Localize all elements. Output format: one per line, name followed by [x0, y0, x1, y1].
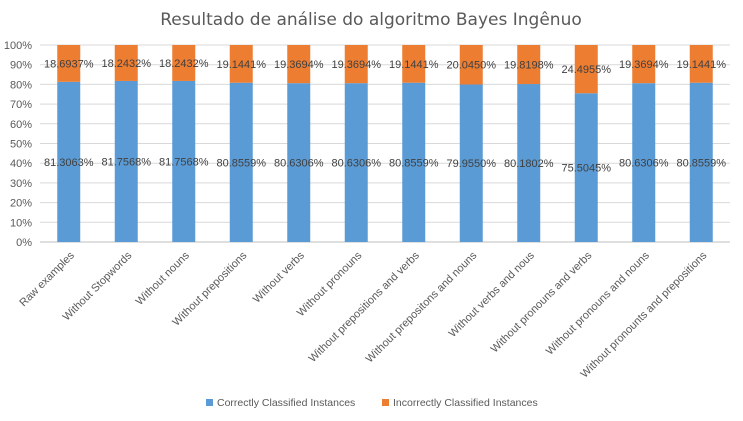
bar-incorrect [344, 45, 368, 84]
bar-correct [517, 84, 541, 242]
bar-incorrect [517, 45, 541, 85]
legend-swatch [382, 399, 389, 406]
data-label: 75.5045% [561, 163, 611, 175]
data-label: 19.8198% [504, 60, 554, 72]
y-tick-label: 0% [16, 237, 32, 249]
bar-correct [114, 80, 138, 242]
y-tick-label: 30% [10, 178, 32, 190]
bar-incorrect [402, 45, 426, 83]
bar-incorrect [632, 45, 656, 84]
legend-label: Incorrectly Classified Instances [393, 397, 538, 409]
category-label: Without prepositions and verbs [307, 249, 423, 365]
data-label: 20.0450% [446, 60, 496, 72]
data-label: 19.1441% [676, 59, 726, 71]
data-label: 80.8559% [216, 157, 266, 169]
bar-correct [402, 82, 426, 243]
chart-title: Resultado de análise do algoritmo Bayes … [160, 10, 582, 30]
legend-swatch [206, 399, 213, 406]
bar-incorrect [459, 45, 483, 85]
bar-incorrect [57, 45, 81, 82]
data-label: 18.6937% [44, 58, 94, 70]
bar-incorrect [229, 45, 253, 83]
data-label: 19.3694% [331, 59, 381, 71]
bar-correct [574, 93, 598, 242]
data-label: 80.8559% [389, 157, 439, 169]
y-tick-label: 20% [10, 198, 32, 210]
y-tick-label: 90% [10, 60, 32, 72]
y-axis: 0% 10% 20% 30% 40% 50% 60% 70% 80% 90% 100% [4, 40, 32, 249]
data-label: 19.1441% [216, 59, 266, 71]
bar-correct [689, 82, 713, 243]
category-label: Without verbs [251, 249, 307, 305]
gridlines [40, 44, 730, 243]
data-label: 81.7568% [159, 156, 209, 168]
data-label: 79.9550% [446, 158, 496, 170]
data-label: 19.3694% [274, 59, 324, 71]
data-label: 80.8559% [676, 157, 726, 169]
bar-incorrect [689, 45, 713, 83]
data-label: 80.1802% [504, 158, 554, 170]
bar-correct [229, 82, 253, 243]
legend-label: Correctly Classified Instances [217, 397, 355, 409]
bars [57, 45, 713, 243]
bar-correct [344, 83, 368, 242]
y-tick-label: 80% [10, 79, 32, 91]
category-label: Without prepositons and nouns [364, 249, 480, 365]
y-tick-label: 60% [10, 119, 32, 131]
bar-incorrect [574, 45, 598, 94]
data-label: 18.2432% [159, 58, 209, 70]
bar-correct [172, 80, 196, 242]
y-tick-label: 50% [10, 139, 32, 151]
bar-correct [632, 83, 656, 242]
category-label: Without nouns [134, 249, 193, 308]
category-label: Raw examples [17, 249, 77, 309]
data-label: 80.6306% [274, 158, 324, 170]
y-tick-label: 100% [4, 40, 32, 52]
data-label: 80.6306% [331, 158, 381, 170]
bar-correct [57, 81, 81, 242]
legend: Correctly Classified Instances Incorrectl… [206, 397, 538, 409]
y-tick-label: 70% [10, 99, 32, 111]
data-label: 80.6306% [619, 158, 669, 170]
bar-incorrect [114, 45, 138, 81]
y-tick-label: 10% [10, 217, 32, 229]
data-labels: 81.3063% 18.6937% 81.7568% 18.2432% 81.7568%… [44, 58, 726, 175]
data-label: 19.1441% [389, 59, 439, 71]
data-label: 81.3063% [44, 157, 94, 169]
data-label: 19.3694% [619, 59, 669, 71]
bar-incorrect [287, 45, 311, 84]
bar-correct [459, 84, 483, 242]
data-label: 18.2432% [101, 58, 151, 70]
bar-incorrect [172, 45, 196, 81]
y-tick-label: 40% [10, 158, 32, 170]
category-label: Without pronouns and nouns [544, 249, 652, 357]
category-label: Without pronounts and prepositions [579, 249, 710, 380]
data-label: 81.7568% [101, 156, 151, 168]
bar-correct [287, 83, 311, 242]
data-label: 24.4955% [561, 64, 611, 76]
category-label: Without pronouns and verbs [489, 249, 595, 355]
